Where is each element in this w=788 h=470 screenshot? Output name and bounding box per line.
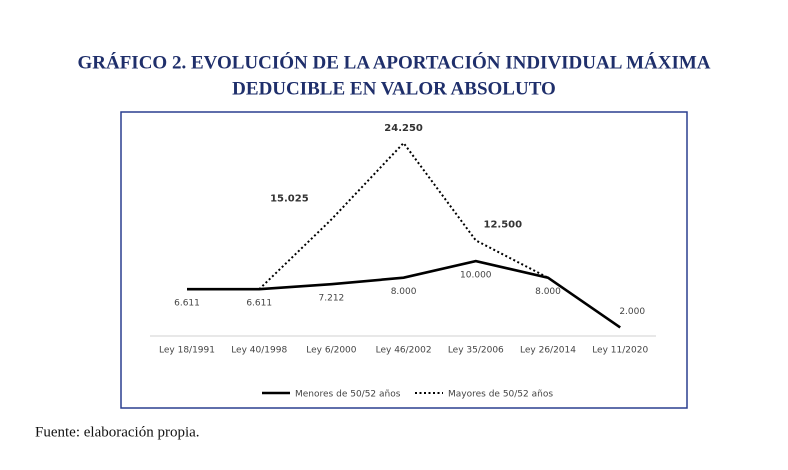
x-tick-label: Ley 35/2006 [448,346,504,356]
data-label: 7.212 [319,294,345,304]
x-tick-label: Ley 11/2020 [592,346,648,356]
x-tick-label: Ley 40/1998 [231,346,287,356]
chart-title: GRÁFICO 2. EVOLUCIÓN DE LA APORTACIÓN IN… [77,51,710,73]
x-tick-label: Ley 18/1991 [159,346,215,356]
data-label: 6.611 [246,299,272,309]
data-label: 8.000 [535,287,561,297]
data-label: 6.611 [174,299,200,309]
data-label: 2.000 [619,307,645,317]
data-label: 8.000 [391,287,417,297]
chart-subtitle: DEDUCIBLE EN VALOR ABSOLUTO [232,78,556,99]
data-label: 12.500 [484,219,523,230]
data-label: 15.025 [270,193,309,204]
source: Fuente: elaboración propia. [35,424,200,440]
x-tick-label: Ley 6/2000 [306,346,357,356]
x-tick-label: Ley 26/2014 [520,346,576,356]
series-line [187,259,621,329]
plot-frame [120,111,688,409]
x-tick-label: Ley 46/2002 [376,346,432,356]
legend-label: Mayores de 50/52 años [448,390,553,400]
data-label: 10.000 [460,271,492,281]
data-label: 24.250 [384,123,423,134]
legend-label: Menores de 50/52 años [295,390,401,400]
